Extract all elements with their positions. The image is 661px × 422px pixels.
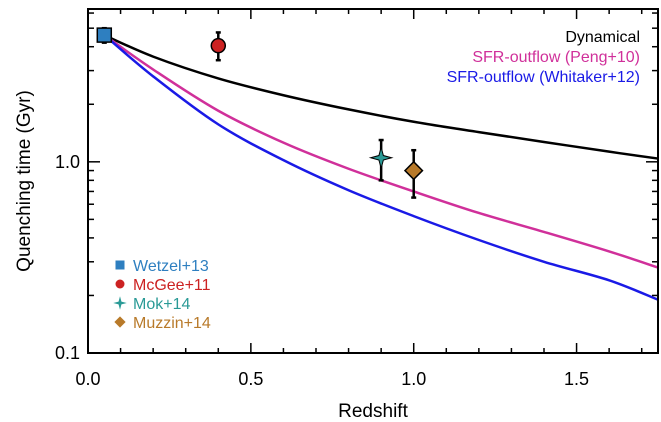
tick-labels-layer: 0.0 0.5 1.0 1.5 0.1 1.0 xyxy=(55,152,589,389)
legend-line-dynamical: Dynamical xyxy=(565,29,640,46)
legend-line-sfr-outflow-peng-10: SFR-outflow (Peng+10) xyxy=(472,49,640,66)
legend-label-muzzin-14: Muzzin+14 xyxy=(133,315,211,332)
series-line-dynamical xyxy=(103,33,659,160)
data-point-muzzin-14 xyxy=(403,160,424,181)
x-tick-label: 0.5 xyxy=(238,369,263,389)
legend-label-mok-14: Mok+14 xyxy=(133,296,190,313)
legend-marker-wetzel-13 xyxy=(115,260,125,270)
x-axis-title: Redshift xyxy=(338,401,408,422)
data-point-mcgee-11 xyxy=(210,37,227,54)
y-tick-label: 1.0 xyxy=(55,152,80,172)
series-line-sfr-outflow-whitaker-12 xyxy=(103,34,659,301)
legend-line-sfr-outflow-whitaker-12: SFR-outflow (Whitaker+12) xyxy=(447,69,640,86)
markers-layer xyxy=(96,27,424,181)
data-point-mok-14 xyxy=(368,145,394,171)
x-tick-label: 0.0 xyxy=(75,369,100,389)
ticks-layer xyxy=(87,9,658,354)
x-tick-label: 1.0 xyxy=(401,369,426,389)
legend-marker-mok-14 xyxy=(113,296,127,310)
legend-label-wetzel-13: Wetzel+13 xyxy=(133,258,209,275)
data-point-wetzel-13 xyxy=(96,27,113,43)
legend-layer: Dynamical SFR-outflow (Peng+10) SFR-outflo… xyxy=(113,29,640,332)
y-tick-label: 0.1 xyxy=(55,343,80,363)
legend-label-mcgee-11: McGee+11 xyxy=(133,277,211,294)
legend-marker-mcgee-11 xyxy=(115,279,125,289)
legend-marker-muzzin-14 xyxy=(114,316,126,328)
x-tick-label: 1.5 xyxy=(564,369,589,389)
y-axis-title: Quenching time (Gyr) xyxy=(14,90,35,272)
